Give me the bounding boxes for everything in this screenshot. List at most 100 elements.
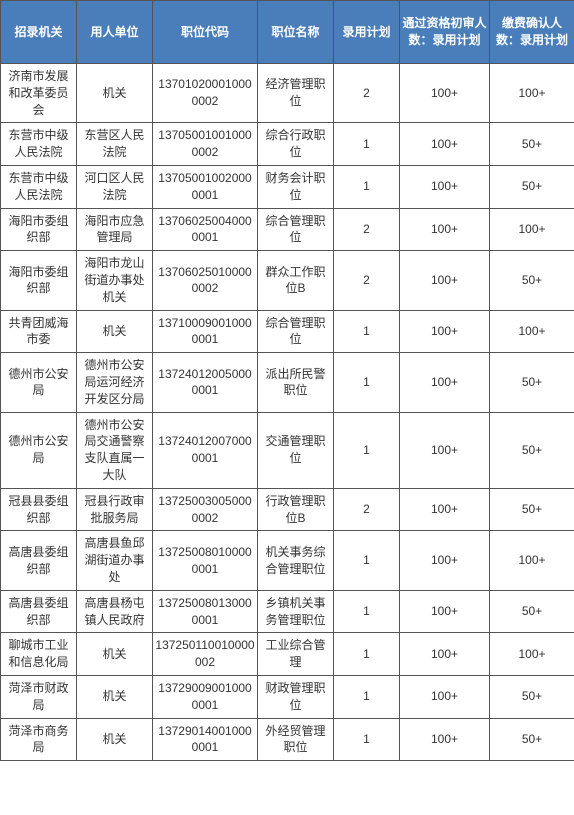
table-cell: 1 xyxy=(334,633,400,676)
table-cell: 高唐县委组织部 xyxy=(1,531,77,590)
table-cell: 137290090010000001 xyxy=(153,675,258,718)
header-cell: 缴费确认人数：录用计划 xyxy=(490,1,574,64)
table-cell: 1 xyxy=(334,123,400,166)
table-cell: 综合行政职位 xyxy=(258,123,334,166)
table-row: 东营市中级人民法院河口区人民法院137050010020000001财务会计职位… xyxy=(1,165,574,208)
table-row: 东营市中级人民法院东营区人民法院137050010010000002综合行政职位… xyxy=(1,123,574,166)
table-cell: 河口区人民法院 xyxy=(77,165,153,208)
table-cell: 50+ xyxy=(490,251,574,310)
table-row: 共青团威海市委机关137100090010000001综合管理职位1100+10… xyxy=(1,310,574,353)
table-cell: 高唐县鱼邱湖街道办事处 xyxy=(77,531,153,590)
table-row: 高唐县委组织部高唐县鱼邱湖街道办事处137250080100000001机关事务… xyxy=(1,531,574,590)
table-cell: 137010200010000002 xyxy=(153,64,258,123)
table-body: 济南市发展和改革委员会机关137010200010000002经济管理职位210… xyxy=(1,64,574,761)
table-row: 菏泽市商务局机关137290140010000001外经贸管理职位1100+50… xyxy=(1,718,574,761)
table-cell: 1 xyxy=(334,412,400,488)
table-cell: 机关 xyxy=(77,675,153,718)
table-cell: 海阳市委组织部 xyxy=(1,208,77,251)
table-cell: 137290140010000001 xyxy=(153,718,258,761)
table-cell: 机关事务综合管理职位 xyxy=(258,531,334,590)
header-cell: 职位代码 xyxy=(153,1,258,64)
header-cell: 通过资格初审人数：录用计划 xyxy=(400,1,490,64)
table-cell: 100+ xyxy=(490,208,574,251)
table-cell: 137240120070000001 xyxy=(153,412,258,488)
header-cell: 录用计划 xyxy=(334,1,400,64)
table-row: 冠县县委组织部冠县行政审批服务局137250030050000002行政管理职位… xyxy=(1,488,574,531)
table-cell: 50+ xyxy=(490,165,574,208)
table-cell: 137250110010000002 xyxy=(153,633,258,676)
table-cell: 1 xyxy=(334,353,400,412)
table-cell: 行政管理职位B xyxy=(258,488,334,531)
table-cell: 德州市公安局 xyxy=(1,412,77,488)
table-cell: 50+ xyxy=(490,412,574,488)
table-cell: 菏泽市财政局 xyxy=(1,675,77,718)
table-cell: 德州市公安局 xyxy=(1,353,77,412)
table-cell: 聊城市工业和信息化局 xyxy=(1,633,77,676)
table-cell: 2 xyxy=(334,64,400,123)
table-cell: 137250030050000002 xyxy=(153,488,258,531)
table-cell: 100+ xyxy=(400,531,490,590)
table-row: 海阳市委组织部海阳市龙山街道办事处机关137060250100000002群众工… xyxy=(1,251,574,310)
table-header: 招录机关 用人单位 职位代码 职位名称 录用计划 通过资格初审人数：录用计划 缴… xyxy=(1,1,574,64)
table-row: 海阳市委组织部海阳市应急管理局137060250040000001综合管理职位2… xyxy=(1,208,574,251)
table-cell: 东营区人民法院 xyxy=(77,123,153,166)
table-cell: 1 xyxy=(334,590,400,633)
table-cell: 100+ xyxy=(400,412,490,488)
table-cell: 海阳市龙山街道办事处机关 xyxy=(77,251,153,310)
table-cell: 冠县县委组织部 xyxy=(1,488,77,531)
table-row: 高唐县委组织部高唐县杨屯镇人民政府137250080130000001乡镇机关事… xyxy=(1,590,574,633)
table-cell: 菏泽市商务局 xyxy=(1,718,77,761)
table-cell: 100+ xyxy=(400,165,490,208)
table-cell: 137050010020000001 xyxy=(153,165,258,208)
table-cell: 东营市中级人民法院 xyxy=(1,123,77,166)
table-cell: 群众工作职位B xyxy=(258,251,334,310)
table-row: 德州市公安局德州市公安局运河经济开发区分局137240120050000001派… xyxy=(1,353,574,412)
table-cell: 100+ xyxy=(400,310,490,353)
table-cell: 137050010010000002 xyxy=(153,123,258,166)
table-cell: 冠县行政审批服务局 xyxy=(77,488,153,531)
table-cell: 50+ xyxy=(490,123,574,166)
table-cell: 100+ xyxy=(400,353,490,412)
table-cell: 2 xyxy=(334,208,400,251)
table-cell: 137060250100000002 xyxy=(153,251,258,310)
table-cell: 1 xyxy=(334,531,400,590)
table-cell: 财政管理职位 xyxy=(258,675,334,718)
table-cell: 100+ xyxy=(400,488,490,531)
table-row: 菏泽市财政局机关137290090010000001财政管理职位1100+50+ xyxy=(1,675,574,718)
table-cell: 100+ xyxy=(400,590,490,633)
table-cell: 综合管理职位 xyxy=(258,310,334,353)
table-cell: 100+ xyxy=(400,675,490,718)
table-cell: 137240120050000001 xyxy=(153,353,258,412)
table-cell: 100+ xyxy=(400,64,490,123)
table-cell: 综合管理职位 xyxy=(258,208,334,251)
table-cell: 100+ xyxy=(400,633,490,676)
recruitment-table: 招录机关 用人单位 职位代码 职位名称 录用计划 通过资格初审人数：录用计划 缴… xyxy=(0,0,574,761)
table-cell: 100+ xyxy=(400,123,490,166)
table-cell: 50+ xyxy=(490,590,574,633)
table-row: 济南市发展和改革委员会机关137010200010000002经济管理职位210… xyxy=(1,64,574,123)
header-cell: 招录机关 xyxy=(1,1,77,64)
table-cell: 交通管理职位 xyxy=(258,412,334,488)
table-cell: 100+ xyxy=(490,633,574,676)
table-cell: 100+ xyxy=(400,718,490,761)
table-row: 聊城市工业和信息化局机关137250110010000002工业综合管理1100… xyxy=(1,633,574,676)
table-cell: 50+ xyxy=(490,488,574,531)
table-cell: 100+ xyxy=(490,531,574,590)
table-cell: 100+ xyxy=(490,310,574,353)
table-cell: 2 xyxy=(334,488,400,531)
table-cell: 济南市发展和改革委员会 xyxy=(1,64,77,123)
table-cell: 2 xyxy=(334,251,400,310)
table-cell: 高唐县委组织部 xyxy=(1,590,77,633)
table-row: 德州市公安局德州市公安局交通警察支队直属一大队13724012007000000… xyxy=(1,412,574,488)
table-cell: 1 xyxy=(334,718,400,761)
table-cell: 机关 xyxy=(77,718,153,761)
table-cell: 1 xyxy=(334,165,400,208)
table-cell: 机关 xyxy=(77,633,153,676)
table-cell: 1 xyxy=(334,310,400,353)
table-cell: 德州市公安局交通警察支队直属一大队 xyxy=(77,412,153,488)
table-cell: 137250080130000001 xyxy=(153,590,258,633)
table-cell: 100+ xyxy=(400,208,490,251)
table-cell: 137250080100000001 xyxy=(153,531,258,590)
table-cell: 高唐县杨屯镇人民政府 xyxy=(77,590,153,633)
table-cell: 派出所民警职位 xyxy=(258,353,334,412)
